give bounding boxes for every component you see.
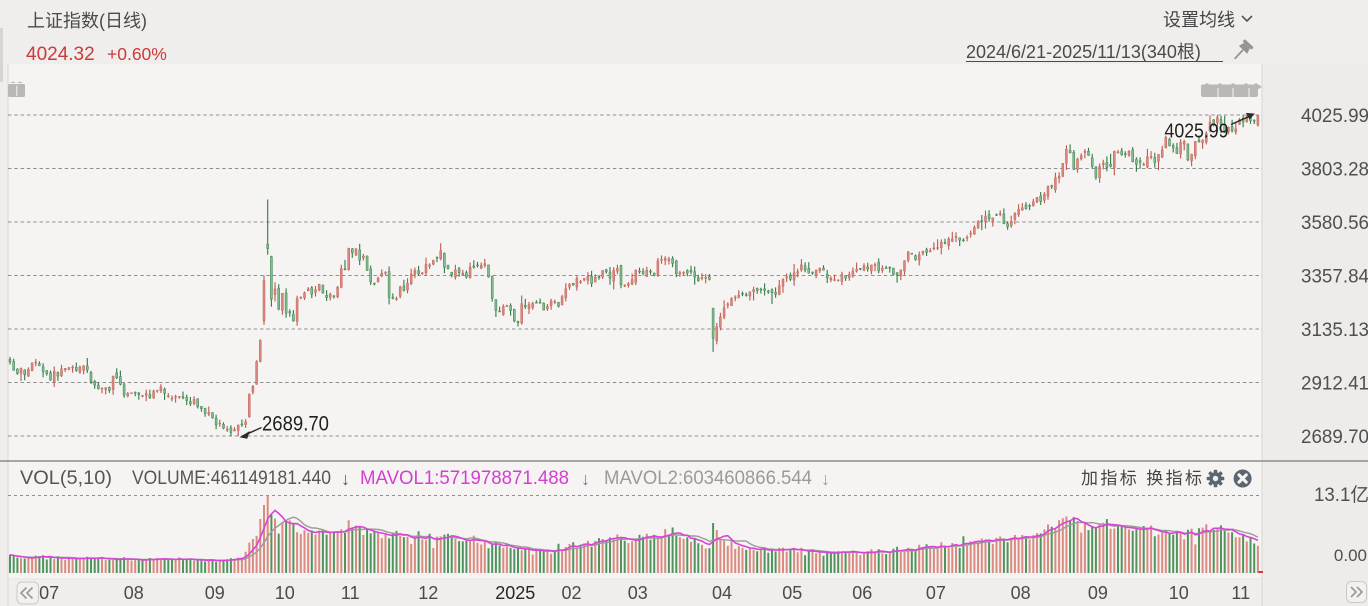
svg-text:04: 04	[712, 583, 732, 603]
svg-text:05: 05	[782, 583, 802, 603]
svg-text:3135.13: 3135.13	[1301, 319, 1368, 341]
svg-text:3580.56: 3580.56	[1301, 212, 1368, 234]
svg-text:+0.60%: +0.60%	[107, 44, 167, 64]
svg-text:4024.32: 4024.32	[26, 44, 95, 65]
svg-text:MAVOL2:603460866.544: MAVOL2:603460866.544	[604, 468, 812, 489]
svg-text:上证指数(日线): 上证指数(日线)	[27, 11, 147, 31]
svg-text:↓: ↓	[821, 469, 830, 489]
svg-text:07: 07	[39, 583, 59, 603]
svg-text:3803.28: 3803.28	[1301, 159, 1368, 181]
svg-text:03: 03	[628, 583, 648, 603]
svg-text:08: 08	[1011, 583, 1031, 603]
svg-text:4025.99: 4025.99	[1165, 121, 1229, 143]
svg-text:13.1亿: 13.1亿	[1314, 484, 1368, 506]
svg-text:11: 11	[1231, 583, 1250, 603]
svg-text:02: 02	[562, 583, 582, 603]
svg-text:加指标 换指标: 加指标 换指标	[1081, 469, 1202, 488]
svg-text:2689.70: 2689.70	[1301, 426, 1368, 448]
svg-text:↓: ↓	[341, 469, 350, 489]
svg-text:3357.84: 3357.84	[1301, 266, 1368, 288]
svg-text:4025.99: 4025.99	[1301, 105, 1368, 127]
svg-text:2912.41: 2912.41	[1301, 373, 1368, 395]
svg-text:12: 12	[418, 583, 438, 603]
svg-text:↓: ↓	[581, 469, 590, 489]
svg-text:设置均线: 设置均线	[1163, 10, 1235, 30]
svg-text:VOL(5,10): VOL(5,10)	[20, 468, 112, 489]
svg-text:11: 11	[341, 583, 360, 603]
svg-text:VOLUME:461149181.440: VOLUME:461149181.440	[132, 468, 331, 489]
svg-text:07: 07	[926, 583, 946, 603]
svg-text:MAVOL1:571978871.488: MAVOL1:571978871.488	[360, 468, 569, 489]
svg-text:08: 08	[124, 583, 144, 603]
svg-text:2025: 2025	[495, 583, 535, 603]
svg-text:10: 10	[1169, 583, 1189, 603]
svg-text:06: 06	[852, 583, 872, 603]
svg-text:09: 09	[1088, 583, 1108, 603]
svg-text:0.00: 0.00	[1334, 546, 1367, 565]
svg-text:09: 09	[205, 583, 225, 603]
svg-text:10: 10	[275, 583, 295, 603]
svg-text:2689.70: 2689.70	[262, 413, 329, 436]
svg-text:2024/6/21-2025/11/13(340根): 2024/6/21-2025/11/13(340根)	[966, 42, 1201, 62]
